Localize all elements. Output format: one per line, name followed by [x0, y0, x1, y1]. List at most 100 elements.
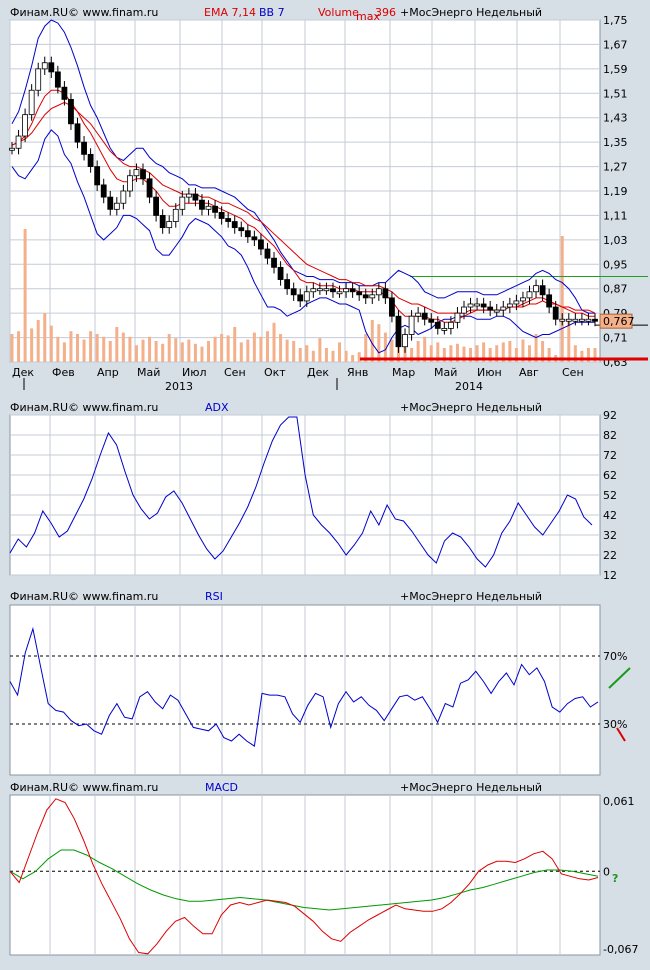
volume-bar [403, 345, 407, 362]
volume-bar [49, 325, 53, 362]
volume-bar [174, 338, 178, 362]
volume-bar [121, 332, 125, 362]
rsi-up-arrow [608, 667, 631, 689]
volume-bar [285, 339, 289, 362]
candle-body [316, 288, 323, 292]
volume-bar [501, 342, 505, 362]
x-tick-label: Фев [52, 366, 75, 379]
candle-body [310, 288, 317, 293]
price-y-tick-label: 1,27 [603, 161, 628, 174]
volume-bar [43, 313, 47, 362]
x-tick-label: Июл [182, 366, 207, 379]
rsi-level-label: 30% [603, 718, 627, 731]
rsi-line [9, 626, 599, 747]
candle-body [218, 211, 225, 219]
volume-bar [10, 334, 14, 362]
volume-bar [351, 355, 355, 362]
x-tick-label: Дек [12, 366, 34, 379]
candle-body [9, 147, 15, 151]
volume-bar [357, 352, 361, 362]
volume-bar [141, 339, 145, 362]
price-y-tick-label: 0,87 [603, 283, 628, 296]
candle-body [467, 303, 474, 308]
candle-body [493, 309, 500, 313]
x-tick-label: Окт [264, 366, 286, 379]
candle-body [572, 318, 579, 322]
macd-y-tick-label: 0,061 [603, 795, 635, 808]
volume-bar [226, 335, 230, 362]
volume-bar [62, 342, 66, 362]
volume-bar [416, 341, 420, 362]
volume-bar [102, 336, 106, 362]
volume-bar [449, 345, 453, 362]
adx-y-tick-label: 92 [603, 409, 617, 422]
candle-body [461, 306, 467, 314]
volume-bar [17, 331, 21, 362]
adx-y-tick-label: 82 [603, 429, 617, 442]
candle-body [61, 86, 68, 100]
symbol-label: +МосЭнерго Недельный [400, 590, 542, 603]
volume-bar [108, 341, 112, 362]
candle-body [231, 221, 238, 229]
watermark: Финам.RU© www.finam.ru [10, 781, 158, 794]
year-label: 2013 [165, 380, 193, 393]
candle-body [506, 303, 513, 308]
candle-body [290, 288, 297, 296]
candle-body [74, 123, 81, 143]
price-y-tick-label: 1,59 [603, 63, 628, 76]
candle-body [120, 190, 127, 204]
candle-body [323, 288, 330, 292]
volume-bar [455, 343, 459, 362]
price-y-tick-label: 1,19 [603, 185, 628, 198]
volume-bar [36, 320, 40, 362]
volume-bar [213, 336, 217, 362]
volume-bar [76, 334, 80, 362]
candle-body [100, 184, 107, 198]
macd-title: MACD [205, 781, 238, 794]
year-label: 2014 [455, 380, 483, 393]
volume-bar [573, 345, 577, 362]
price-y-tick-label: 1,51 [603, 87, 628, 100]
candle-body [166, 221, 173, 229]
candle-body [146, 178, 153, 198]
adx-y-tick-label: 42 [603, 509, 617, 522]
watermark: Финам.RU© www.finam.ru [10, 401, 158, 414]
volume-bar [514, 348, 518, 362]
candle-body [251, 236, 258, 241]
volume-bar [567, 320, 571, 362]
candle-body [369, 294, 376, 299]
candle-body [185, 193, 192, 198]
volume-bar [279, 334, 283, 362]
candle-body [546, 294, 553, 308]
candle-body [153, 196, 160, 216]
candle-body [578, 318, 585, 322]
volume-bar [547, 348, 551, 362]
candle-body [22, 114, 29, 137]
x-tick-label: Май [434, 366, 457, 379]
volume-bar [560, 236, 564, 362]
volume-bar [593, 348, 597, 362]
volume-bar [586, 348, 590, 362]
price-y-tick-label: 0,71 [603, 332, 628, 345]
candle-body [264, 248, 271, 259]
volume-bar [390, 339, 394, 362]
candle-body [349, 288, 356, 293]
candle-body [179, 196, 186, 210]
volume-bar [541, 341, 545, 362]
candle-body [107, 196, 114, 210]
candle-body [474, 303, 480, 307]
candle-body [343, 288, 349, 293]
volume-legend-sub: max [356, 10, 380, 23]
candle-body [592, 318, 598, 322]
candle-body [225, 218, 232, 222]
candle-body [441, 328, 448, 331]
x-tick-label: Дек [307, 366, 329, 379]
candle-body [415, 312, 422, 317]
adx-y-tick-label: 52 [603, 489, 617, 502]
watermark: Финам.RU© www.finam.ru [10, 590, 158, 603]
volume-max-value: 396 [375, 6, 396, 19]
price-y-tick-label: 1,67 [603, 38, 628, 51]
volume-bar [69, 331, 73, 362]
volume-bar [148, 336, 152, 362]
volume-bar [495, 345, 499, 362]
